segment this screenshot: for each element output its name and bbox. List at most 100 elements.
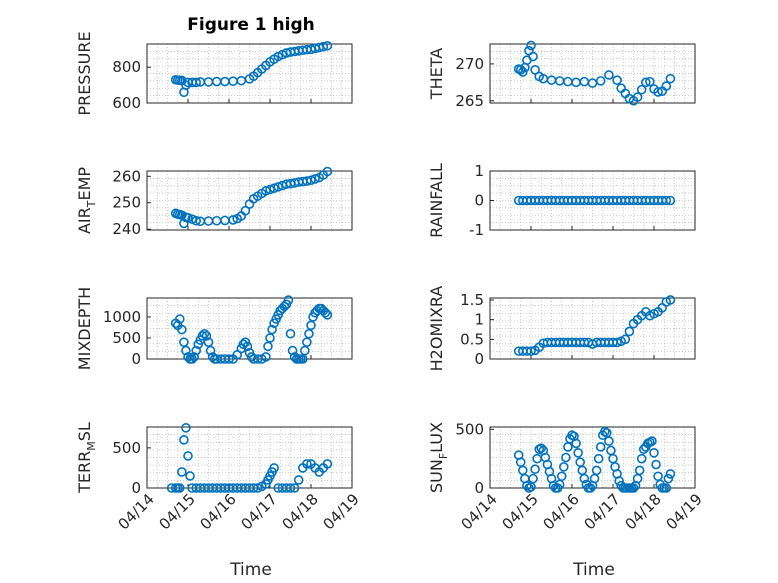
data-point (306, 175, 316, 186)
data-point (175, 483, 185, 493)
data-point (273, 182, 284, 192)
data-point (593, 453, 604, 464)
x-axis-label-right: Time (572, 560, 615, 580)
y-tick-label: 240 (112, 220, 141, 238)
y-tick-label: 1.5 (460, 291, 484, 309)
subplot-6: 0 0.51 1.5 H2OMIXRA (427, 286, 696, 372)
y-axis-label: RAINFALL (427, 163, 446, 238)
data-point (261, 186, 271, 196)
data-point (628, 483, 639, 493)
data-point (203, 77, 214, 87)
data-point (665, 295, 676, 305)
data-point (661, 483, 672, 493)
y-tick-label: 0 (474, 479, 484, 497)
data-point (558, 462, 569, 472)
data-point (181, 423, 191, 433)
data-point (199, 328, 210, 339)
x-tick-label: 04/19 (320, 490, 363, 533)
data-point (532, 453, 542, 464)
data-point (528, 473, 538, 484)
data-point (322, 310, 333, 320)
axes-box (146, 170, 353, 231)
data-point (577, 465, 588, 476)
axes-box (489, 297, 696, 360)
y-tick-label: 250 (112, 194, 141, 212)
data-point (211, 215, 222, 226)
data-point (191, 77, 201, 88)
subplot-3: 240 250 260 AIRTEMP (75, 167, 353, 238)
data-point (191, 215, 201, 226)
data-point (636, 84, 647, 95)
data-point (620, 334, 631, 345)
data-point (205, 345, 216, 356)
data-point (302, 459, 312, 469)
y-axis-label: MIXDEPTH (75, 287, 94, 370)
data-point (177, 467, 187, 477)
y-tick-label: 0 (131, 479, 141, 497)
data-point (224, 354, 234, 364)
data-point (624, 326, 635, 337)
y-tick-label: -1 (469, 221, 484, 239)
data-point (640, 77, 651, 88)
data-point (197, 331, 208, 341)
y-tick-label: 0 (131, 350, 141, 368)
data-point (530, 65, 540, 75)
data-point (297, 354, 308, 364)
data-point (177, 324, 187, 335)
data-point (579, 473, 590, 484)
data-point (517, 67, 528, 77)
data-point (665, 469, 676, 479)
data-point (242, 341, 253, 352)
data-point (220, 215, 230, 226)
data-point (591, 465, 602, 476)
y-tick-label: 270 (455, 55, 484, 73)
data-point (285, 483, 296, 493)
data-point (573, 448, 583, 458)
y-axis-label: H2OMIXRA (427, 286, 446, 372)
data-point (556, 471, 567, 482)
y-tick-label: 0 (474, 350, 484, 368)
y-axis-label: PRESSURE (75, 31, 94, 115)
data-point (634, 465, 645, 476)
data-point (530, 464, 540, 475)
data-point (604, 70, 614, 80)
data-point (647, 436, 657, 446)
data-point (302, 337, 312, 347)
data-point (300, 345, 310, 356)
data-point (211, 76, 222, 87)
data-point (285, 328, 296, 339)
data-point (179, 435, 189, 445)
data-point (585, 483, 596, 493)
data-point (663, 473, 674, 484)
data-point (571, 77, 581, 88)
data-point (563, 442, 573, 452)
data-point (579, 76, 590, 87)
data-point (228, 76, 238, 86)
data-point (179, 337, 189, 347)
x-tick-label: 04/19 (663, 490, 706, 533)
x-tick-label: 04/17 (581, 490, 624, 533)
data-point (201, 331, 212, 341)
data-point (528, 51, 538, 62)
data-point (269, 463, 279, 473)
y-tick-label: 1 (474, 311, 484, 329)
data-point (322, 459, 333, 469)
data-point (265, 184, 275, 195)
axes-box (489, 43, 696, 104)
data-point (665, 195, 676, 206)
data-point (604, 436, 614, 446)
data-point (320, 307, 331, 318)
y-tick-label: 800 (112, 58, 141, 76)
data-point (651, 459, 661, 470)
data-point (187, 354, 197, 364)
subplot-grid: 600 800 PRESSURE 265 270 THETA 240 250 260 AIRTEM… (75, 31, 706, 533)
data-point (287, 345, 298, 356)
data-point (653, 87, 663, 97)
data-point (175, 314, 185, 324)
data-point (636, 453, 647, 464)
data-point (612, 337, 622, 348)
data-point (236, 75, 247, 86)
y-tick-label: 0.5 (460, 330, 484, 348)
data-point (283, 295, 294, 305)
data-point (263, 341, 273, 352)
